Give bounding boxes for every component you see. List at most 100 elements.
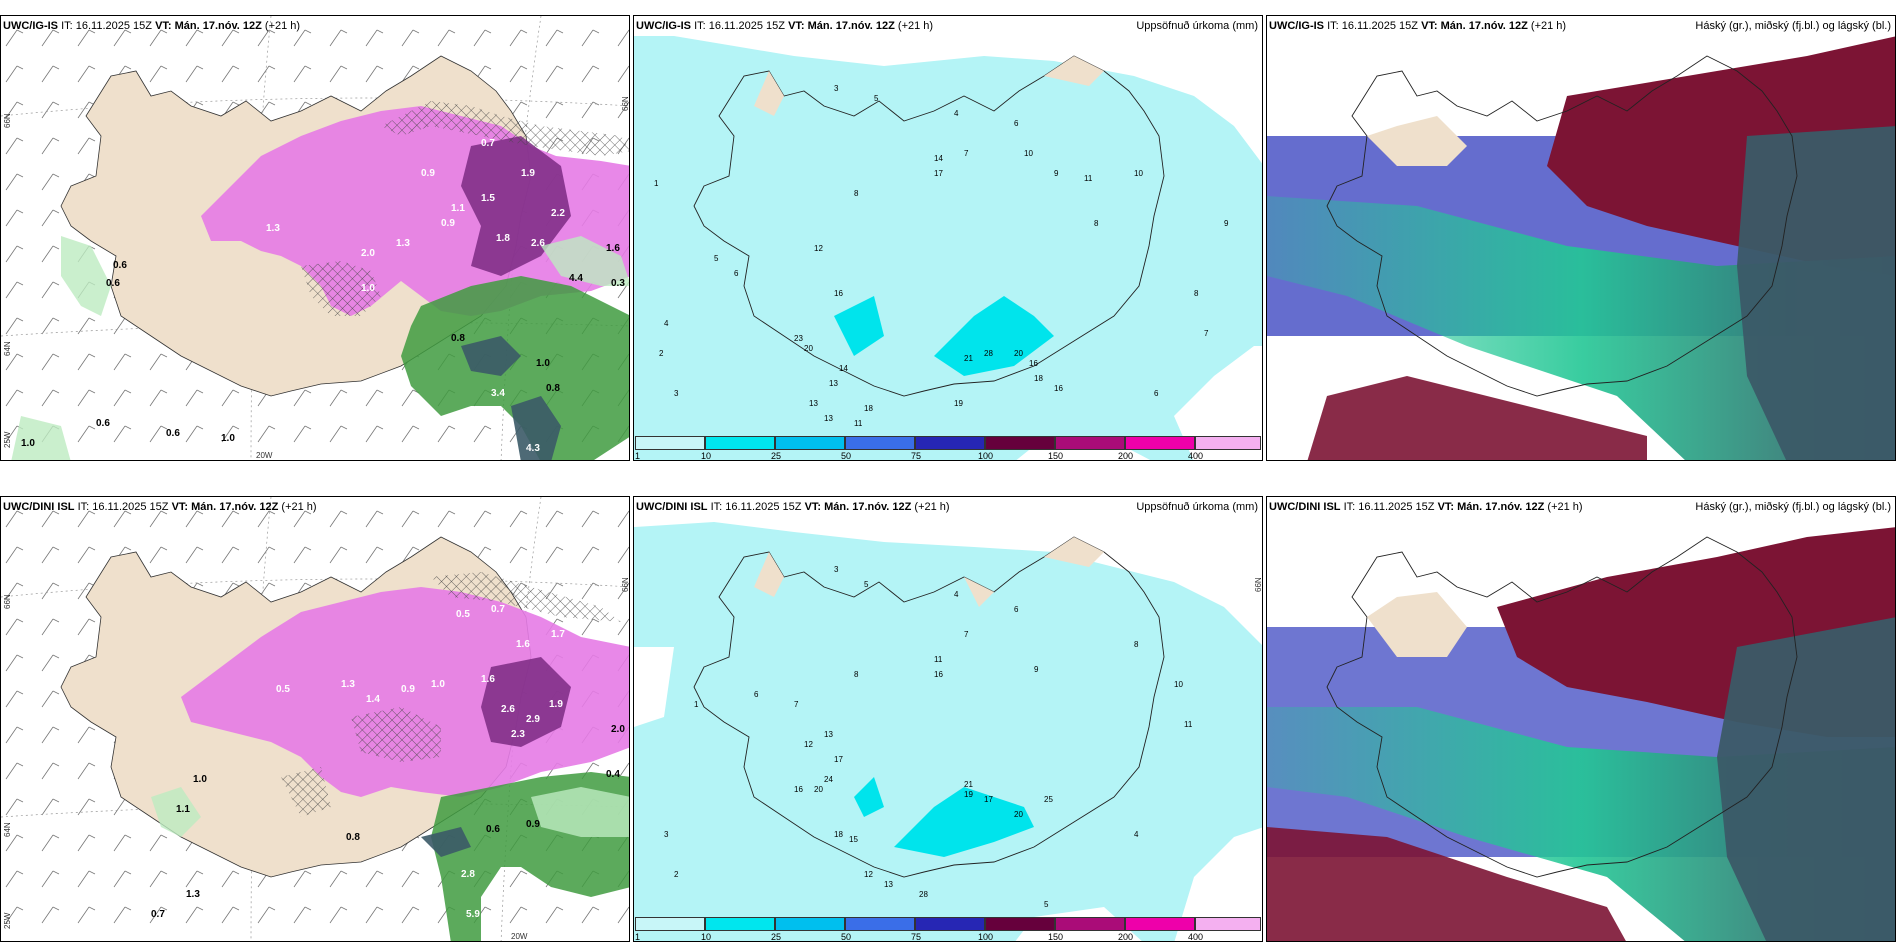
svg-text:17: 17 — [834, 755, 843, 764]
svg-text:18: 18 — [834, 830, 843, 839]
svg-text:3: 3 — [664, 830, 669, 839]
colorbar-swatch-6 — [985, 917, 1055, 931]
svg-text:13: 13 — [884, 880, 893, 889]
colorbar-label: 150 — [1048, 451, 1064, 461]
svg-text:0.9: 0.9 — [526, 819, 540, 830]
svg-text:1.3: 1.3 — [341, 679, 355, 690]
colorbar-swatch-7 — [1055, 917, 1125, 931]
dry-area-south — [1016, 346, 1262, 460]
svg-text:1.1: 1.1 — [451, 203, 465, 214]
svg-text:12: 12 — [864, 870, 873, 879]
lat-label-66n-right: 66N — [621, 96, 630, 111]
svg-text:10: 10 — [1134, 169, 1143, 178]
svg-text:1.0: 1.0 — [431, 679, 445, 690]
colorbar-label: 400 — [1188, 451, 1204, 461]
lon-label-20w: 20W — [511, 932, 528, 941]
svg-text:4: 4 — [954, 109, 959, 118]
svg-text:2.3: 2.3 — [511, 729, 525, 740]
dry-land — [754, 56, 1104, 116]
svg-text:5: 5 — [714, 254, 719, 263]
svg-text:0.8: 0.8 — [451, 333, 465, 344]
colorbar-label: 1 — [635, 451, 641, 461]
colorbar-label: 10 — [701, 932, 712, 942]
colorbar-swatch-4 — [845, 436, 915, 450]
panel-subtitle: Háský (gr.), miðský (fj.bl.) og lágský (… — [1695, 501, 1891, 513]
svg-text:1.7: 1.7 — [551, 629, 565, 640]
high-cloud-south — [1267, 827, 1626, 941]
svg-text:20: 20 — [1014, 349, 1023, 358]
svg-text:0.9: 0.9 — [441, 218, 455, 229]
colorbar-label: 75 — [911, 932, 922, 942]
hatched-area — [281, 572, 621, 817]
clear-land — [1367, 592, 1467, 657]
svg-text:15: 15 — [849, 835, 858, 844]
colorbar-label: 25 — [771, 451, 782, 461]
svg-text:0.3: 0.3 — [611, 278, 625, 289]
dry-area — [634, 497, 1262, 727]
svg-text:10: 10 — [1024, 149, 1033, 158]
dry-area — [634, 16, 1262, 164]
svg-text:20: 20 — [814, 785, 823, 794]
svg-text:1: 1 — [654, 179, 659, 188]
svg-text:4.3: 4.3 — [526, 443, 540, 454]
panel-title: UWC/IG-IS IT: 16.11.2025 15Z VT: Mán. 17… — [1269, 20, 1567, 32]
colorbar-label: 75 — [911, 451, 922, 461]
heavy-precip-area — [854, 777, 1034, 857]
svg-text:20: 20 — [1014, 810, 1023, 819]
panel-ig-is-precip-type: UWC/IG-IS IT: 16.11.2025 15Z VT: Mán. 17… — [0, 15, 630, 461]
svg-text:0.7: 0.7 — [151, 909, 165, 920]
svg-text:13: 13 — [824, 730, 833, 739]
svg-text:1.6: 1.6 — [481, 674, 495, 685]
colorbar-label: 1 — [635, 932, 641, 942]
precip-type-map: 0.6 0.6 1.9 1.5 2.0 1.3 0.9 2.2 1.8 2.6 … — [1, 16, 629, 460]
lat-label-66n-right: 66N — [621, 577, 630, 592]
svg-text:0.6: 0.6 — [106, 278, 120, 289]
colorbar-label: 100 — [978, 451, 994, 461]
svg-text:0.5: 0.5 — [456, 609, 470, 620]
svg-text:4: 4 — [1134, 830, 1139, 839]
svg-text:7: 7 — [1204, 329, 1209, 338]
lon-label-25w: 25W — [3, 431, 12, 448]
panel-ig-is-clouds: UWC/IG-IS IT: 16.11.2025 15Z VT: Mán. 17… — [1266, 15, 1896, 461]
svg-text:13: 13 — [829, 379, 838, 388]
panel-dini-accum-precip: UWC/DINI ISL IT: 16.11.2025 15Z VT: Mán.… — [633, 496, 1263, 942]
lon-label-20w: 20W — [256, 451, 273, 460]
high-cloud-south — [1307, 376, 1647, 460]
svg-text:4.4: 4.4 — [569, 273, 583, 284]
svg-text:3: 3 — [674, 389, 679, 398]
svg-text:18: 18 — [1034, 374, 1043, 383]
colorbar-swatch-8 — [1125, 917, 1195, 931]
svg-text:1.0: 1.0 — [193, 774, 207, 785]
precip-field — [634, 16, 1262, 460]
svg-text:8: 8 — [854, 189, 859, 198]
svg-text:0.6: 0.6 — [486, 824, 500, 835]
svg-text:1.0: 1.0 — [221, 433, 235, 444]
svg-text:16: 16 — [794, 785, 803, 794]
svg-text:3: 3 — [834, 84, 839, 93]
svg-text:20: 20 — [804, 344, 813, 353]
colorbar-label: 150 — [1048, 932, 1064, 942]
svg-text:16: 16 — [834, 289, 843, 298]
svg-text:9: 9 — [1034, 665, 1039, 674]
lat-label-64n: 64N — [3, 341, 12, 356]
svg-text:9: 9 — [1054, 169, 1059, 178]
svg-text:10: 10 — [1174, 680, 1183, 689]
colorbar-swatch-3 — [775, 917, 845, 931]
svg-text:1.3: 1.3 — [186, 889, 200, 900]
heavy-snow-area — [461, 136, 571, 276]
svg-text:1.0: 1.0 — [536, 358, 550, 369]
svg-text:1.9: 1.9 — [521, 168, 535, 179]
svg-text:14: 14 — [934, 154, 943, 163]
iceland-outline — [1326, 55, 1798, 397]
mid-cloud-dense — [1717, 617, 1895, 941]
panel-title: UWC/IG-IS IT: 16.11.2025 15Z VT: Mán. 17… — [3, 20, 301, 32]
lat-label-64n: 64N — [3, 822, 12, 837]
iceland-outline — [693, 55, 1165, 397]
panel-title: UWC/DINI ISL IT: 16.11.2025 15Z VT: Mán.… — [3, 501, 317, 513]
svg-text:3.4: 3.4 — [491, 388, 505, 399]
svg-text:1.0: 1.0 — [361, 283, 375, 294]
hatched-area — [301, 101, 629, 316]
heavy-precip-area — [834, 296, 1054, 376]
